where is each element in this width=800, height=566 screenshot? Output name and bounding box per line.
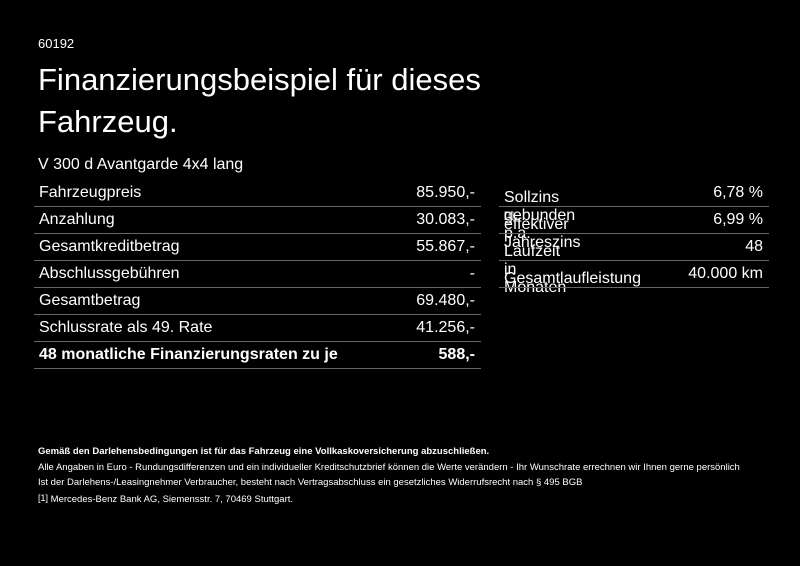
footnote-mark: [1] (38, 493, 49, 503)
code: 60192 (38, 36, 75, 51)
footnote: [1] Mercedes-Benz Bank AG, Siemensstr. 7… (38, 493, 294, 505)
title: Finanzierungsbeispiel für dieses (38, 62, 481, 97)
row-value: 30.083,- (416, 211, 475, 228)
row-value: 55.867,- (416, 238, 475, 255)
note-mark: [1] (504, 210, 515, 220)
table-row: Gesamtkreditbetrag 55.867,- (34, 233, 481, 261)
table-row: Gesamtbetrag 69.480,- (34, 287, 481, 315)
row-label: Gesamtbetrag (39, 292, 141, 309)
row-value: - (469, 265, 475, 282)
row-label: Gesamtkreditbetrag (39, 238, 180, 255)
model: V 300 d Avantgarde 4x4 lang (38, 156, 244, 173)
row-value: 69.480,- (416, 292, 475, 309)
table-row: Abschlussgebühren - (34, 260, 481, 288)
row-label-wrap: effektiver Jahreszins [1] (504, 210, 580, 251)
row-value: 6,78 % (713, 184, 763, 201)
row-label: Anzahlung (39, 211, 115, 228)
table-row: Sollzins gebunden p.a. 6,78 % (499, 179, 769, 242)
row-value: 40.000 km (688, 265, 763, 282)
row-label: 48 monatliche Finanzierungsraten zu je (39, 346, 338, 363)
footer-line: Ist der Darlehens-/Leasingnehmer Verbrau… (38, 477, 583, 488)
row-value: 48 (745, 238, 763, 255)
table-row: Fahrzeugpreis 85.950,- (34, 179, 481, 207)
row-label: Sollzins gebunden p.a. (504, 189, 576, 242)
footnote-text: Mercedes-Benz Bank AG, Siemensstr. 7, 70… (50, 494, 294, 505)
row-label: Abschlussgebühren (39, 265, 180, 282)
row-value: 85.950,- (416, 184, 475, 201)
table-row: Schlussrate als 49. Rate 41.256,- (34, 314, 481, 342)
row-label: Schlussrate als 49. Rate (39, 319, 213, 336)
title: Fahrzeug. (38, 104, 178, 139)
row-label: effektiver Jahreszins (504, 216, 581, 251)
table-row: effektiver Jahreszins [1] 6,99 % (499, 206, 769, 251)
footer-line: Alle Angaben in Euro - Rundungsdifferenz… (38, 462, 740, 473)
row-label: Gesamtlaufleistung (504, 270, 641, 287)
table-row: Gesamtlaufleistung 40.000 km (499, 260, 769, 288)
row-value: 41.256,- (416, 319, 475, 336)
table-row: 48 monatliche Finanzierungsraten zu je 58… (34, 341, 481, 369)
row-label: Fahrzeugpreis (39, 184, 142, 201)
table-row: Anzahlung 30.083,- (34, 206, 481, 234)
table-row: Laufzeit in Monaten 48 (499, 233, 769, 296)
insurance-note: Gemäß den Darlehensbedingungen ist für d… (38, 446, 490, 457)
row-value: 6,99 % (713, 211, 763, 228)
row-value: 588,- (438, 346, 475, 363)
